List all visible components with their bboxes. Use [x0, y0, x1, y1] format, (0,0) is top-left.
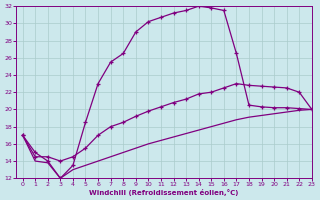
- X-axis label: Windchill (Refroidissement éolien,°C): Windchill (Refroidissement éolien,°C): [89, 189, 239, 196]
